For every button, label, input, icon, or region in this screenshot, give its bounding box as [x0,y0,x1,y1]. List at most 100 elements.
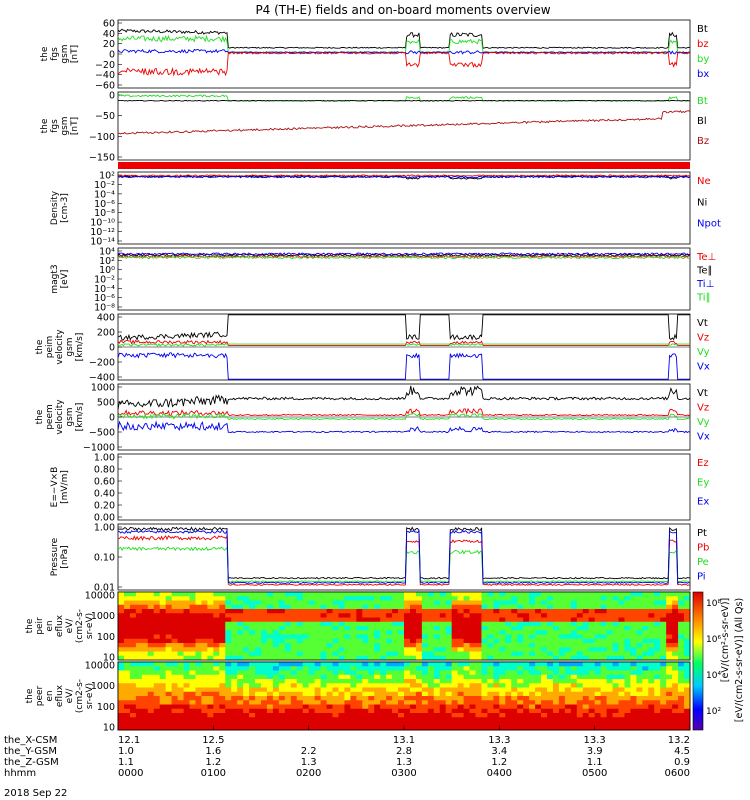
spec-cell [320,647,327,652]
spec-cell [296,638,304,644]
spec-cell [249,596,256,601]
spec-cell [219,704,226,710]
spec-cell [302,666,310,671]
spec-cell [237,662,244,667]
spec-cell [606,596,613,601]
spec-cell [457,613,464,618]
colorbar-label-overlay: [eV/(cm²-s-sr-eV)] [720,598,731,682]
spec-cell [165,670,173,676]
spec-cell [392,638,399,644]
spec-cell [392,647,399,652]
spec-cell [338,647,345,652]
spec-cell [469,647,476,652]
spec-cell [278,621,286,627]
spec-cell [255,617,262,623]
spec-cell [266,609,274,614]
spec-cell [278,604,286,610]
spec-cell [165,609,173,614]
spec-cell [672,592,679,597]
spec-cell [654,708,661,714]
spec-cell [332,609,339,614]
spec-cell [129,666,137,671]
spec-cell [535,596,542,601]
spec-cell [278,704,286,710]
spec-cell [558,600,566,606]
spec-cell [547,696,554,701]
spec-cell [564,674,572,680]
spec-cell [523,634,530,640]
spec-cell [332,596,339,601]
spec-cell [278,600,286,606]
spec-cell [362,708,369,714]
spec-cell [552,630,560,635]
spec-cell [284,634,292,640]
spec-cell [499,674,506,680]
spec-cell [523,704,530,710]
spec-cell [302,621,310,627]
spec-cell [600,708,607,714]
spec-cell [541,621,548,627]
spec-cell [219,721,226,727]
spec-cell [678,666,685,671]
spec-cell [398,609,405,614]
spec-cell [570,634,578,640]
spec-cell [308,700,316,705]
spec-cell [672,621,679,627]
spec-cell [261,626,268,631]
spec-cell [564,666,572,671]
spec-cell [243,683,250,688]
spec-cell [493,651,500,657]
spec-cell [284,647,292,652]
spec-cell [261,655,268,661]
spec-cell [511,592,518,597]
spec-cell [427,717,435,722]
spec-cell [272,725,280,731]
y-tick-label: 0 [109,50,115,61]
spec-cell [249,626,256,631]
spec-cell [547,621,554,627]
spec-cell [570,596,578,601]
spec-cell [374,721,381,727]
spec-cell [398,670,405,676]
spec-cell [660,683,667,688]
spec-cell [594,670,602,676]
series-Vx [117,420,691,434]
spec-cell [511,634,518,640]
spec-cell [266,600,274,606]
spec-cell [368,634,375,640]
spec-cell [266,651,274,657]
spec-cell [451,626,459,631]
spec-cell [517,696,524,701]
spec-cell [314,696,321,701]
spec-cell [570,721,578,727]
spec-cell [284,713,292,718]
spec-cell [231,634,238,640]
spec-cell [362,679,369,684]
series-Bt [117,28,691,49]
spec-cell [129,655,137,661]
spec-cell [237,596,244,601]
spec-cell [261,651,268,657]
spec-cell [261,700,268,705]
spec-cell [118,604,125,610]
spec-cell [261,630,268,635]
spec-cell [642,638,649,644]
spec-cell [654,687,661,693]
spec-cell [576,725,584,731]
x-row-value: 13.1 [393,735,415,746]
spec-cell [356,621,363,627]
y-tick-label: 10⁻² [94,180,115,191]
spec-cell [231,613,238,618]
spec-cell [141,683,149,688]
spec-cell [362,655,369,661]
spec-cell [439,647,447,652]
y-tick-label: 10⁻⁶ [94,199,115,210]
spec-cell [159,613,167,618]
spec-cell [362,683,369,688]
spec-cell [398,647,405,652]
spec-cell [475,613,482,618]
spec-cell [606,609,613,614]
spec-cell [237,592,244,597]
spec-cell [118,613,125,618]
spec-cell [415,683,423,688]
